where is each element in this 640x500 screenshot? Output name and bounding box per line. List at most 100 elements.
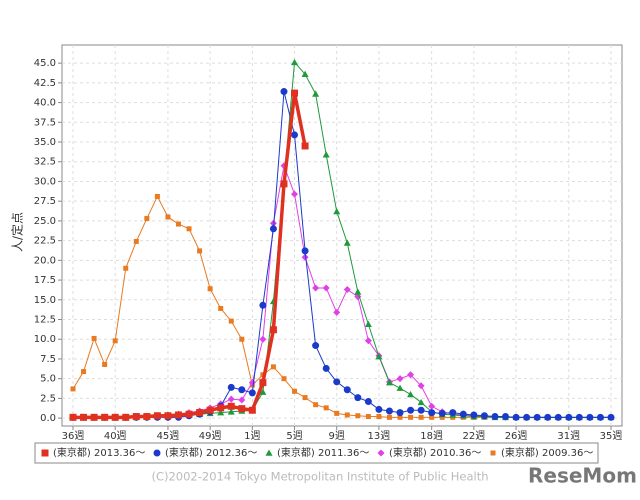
point <box>291 89 299 97</box>
y-tick-label: 22.5 <box>34 236 56 247</box>
point <box>292 388 298 394</box>
x-tick-label: 26週 <box>505 430 528 442</box>
point <box>111 413 119 421</box>
point <box>165 214 171 220</box>
point <box>523 413 531 421</box>
point <box>238 396 246 404</box>
point <box>248 389 256 397</box>
point <box>375 405 383 413</box>
point <box>80 413 88 421</box>
point <box>122 413 130 421</box>
point <box>343 286 351 294</box>
y-tick-label: 37.5 <box>34 117 56 128</box>
point <box>227 408 235 415</box>
point <box>544 413 552 421</box>
point <box>90 413 98 421</box>
legend-label: (東京都) 2010.36～ <box>389 446 481 459</box>
x-tick-label: 9週 <box>329 430 345 442</box>
point <box>491 413 499 421</box>
point <box>185 410 193 418</box>
point <box>69 413 77 421</box>
point <box>239 336 245 342</box>
point <box>301 70 309 77</box>
point <box>269 326 277 334</box>
point <box>259 388 267 395</box>
point <box>81 369 87 375</box>
point <box>385 407 393 415</box>
point <box>502 413 510 421</box>
y-tick-label: 12.5 <box>34 315 56 326</box>
point <box>322 151 330 158</box>
point <box>322 284 330 292</box>
point <box>248 406 256 414</box>
point <box>301 142 309 150</box>
point <box>302 395 308 401</box>
point <box>364 320 372 328</box>
point <box>238 386 246 394</box>
x-tick-label: 49週 <box>199 430 222 442</box>
point <box>123 265 129 271</box>
point <box>408 414 414 420</box>
point <box>228 318 234 324</box>
point <box>354 288 362 295</box>
point <box>322 364 330 372</box>
x-tick-label: 13週 <box>368 430 391 442</box>
point <box>333 308 341 316</box>
point <box>217 409 225 416</box>
credit: (C)2002-2014 Tokyo Metropolitan Institut… <box>151 470 488 484</box>
point <box>280 180 288 188</box>
x-tick-label: 40週 <box>104 430 127 442</box>
point <box>365 414 371 420</box>
y-tick-label: 40.0 <box>34 98 56 109</box>
point <box>291 190 299 198</box>
point <box>575 413 583 421</box>
point <box>417 382 425 390</box>
y-tick-label: 25.0 <box>34 216 56 227</box>
point <box>312 284 320 292</box>
point <box>207 286 213 292</box>
legend-label: (東京都) 2011.36～ <box>277 446 369 459</box>
point <box>101 413 109 421</box>
y-tick-label: 15.0 <box>34 295 56 306</box>
point <box>512 413 520 421</box>
point <box>376 414 382 420</box>
point <box>375 353 383 360</box>
y-tick-label: 35.0 <box>34 137 56 148</box>
legend-label: (東京都) 2009.36～ <box>501 446 593 459</box>
watermark: ReseMom <box>528 464 637 488</box>
point <box>396 375 404 383</box>
point <box>281 376 287 382</box>
point <box>323 405 329 411</box>
point <box>238 405 246 413</box>
point <box>533 413 541 421</box>
point <box>407 406 415 414</box>
point <box>554 413 562 421</box>
point <box>438 409 446 417</box>
point <box>217 404 225 412</box>
point <box>291 58 299 66</box>
point <box>396 384 404 391</box>
point <box>102 361 108 367</box>
point <box>186 226 192 232</box>
point <box>354 394 362 402</box>
point <box>112 338 118 344</box>
point <box>270 364 276 370</box>
y-tick-label: 30.0 <box>34 176 56 187</box>
point <box>396 409 404 417</box>
y-tick-label: 0.0 <box>40 413 56 424</box>
point <box>133 238 139 244</box>
point <box>333 378 341 386</box>
point <box>312 342 320 350</box>
point <box>344 412 350 418</box>
x-tick-label: 5週 <box>286 430 302 442</box>
point <box>227 402 235 410</box>
legend-marker <box>41 449 49 457</box>
x-tick-label: 31週 <box>557 430 580 442</box>
point <box>218 305 224 311</box>
point <box>364 337 372 345</box>
x-tick-label: 35週 <box>600 430 623 442</box>
point <box>227 383 235 391</box>
point <box>154 193 160 199</box>
point <box>470 411 478 419</box>
